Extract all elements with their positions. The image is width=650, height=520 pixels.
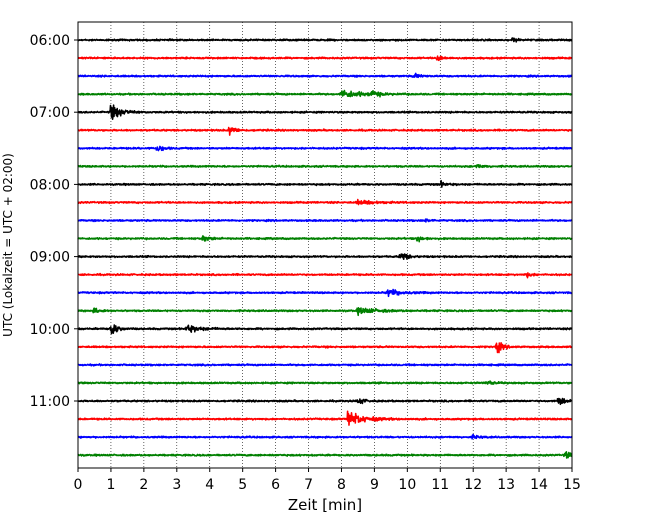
x-tick-label: 5 <box>238 477 247 493</box>
plot-frame <box>77 21 573 469</box>
trace-1015 <box>77 341 573 354</box>
x-tick-label: 3 <box>172 477 181 493</box>
x-tick-label: 6 <box>271 477 280 493</box>
trace-0615 <box>77 55 573 62</box>
x-tick-label: 10 <box>398 477 416 493</box>
trace-0700 <box>77 104 573 120</box>
trace-layer <box>77 37 573 459</box>
x-tick-label: 12 <box>464 477 482 493</box>
trace-0815 <box>77 198 573 206</box>
y-tick-label: 11:00 <box>30 394 70 410</box>
x-tick-label: 14 <box>530 477 548 493</box>
trace-0830 <box>77 218 573 223</box>
x-axis-title: Zeit [min] <box>288 496 362 514</box>
x-tick-label: 9 <box>370 477 379 493</box>
trace-1000 <box>77 324 573 335</box>
x-tick-label: 0 <box>74 477 83 493</box>
y-tick-label: 07:00 <box>30 105 70 121</box>
x-tick-label: 15 <box>563 477 581 493</box>
y-tick-label: 10:00 <box>30 322 70 338</box>
x-tick-label: 13 <box>497 477 515 493</box>
x-axis-ticks: 0 1 2 3 4 5 6 7 8 9 10 11 12 13 14 15 <box>74 468 581 493</box>
x-tick-label: 4 <box>205 477 214 493</box>
trace-1115 <box>77 410 573 426</box>
y-axis-ticks: 06:00 07:00 08:00 09:00 10:00 11:00 <box>30 33 78 410</box>
trace-1045 <box>77 380 573 385</box>
trace-0900 <box>77 253 573 261</box>
y-tick-label: 09:00 <box>30 250 70 266</box>
trace-0645 <box>77 89 573 98</box>
trace-0715 <box>77 126 573 136</box>
trace-1145 <box>77 451 573 459</box>
x-tick-label: 7 <box>304 477 313 493</box>
trace-0730 <box>77 145 573 152</box>
x-tick-label: 1 <box>106 477 115 493</box>
trace-0745 <box>77 164 573 169</box>
trace-0600 <box>77 37 573 43</box>
vertical-gridlines <box>110 22 540 468</box>
trace-0800 <box>77 179 573 188</box>
x-tick-label: 8 <box>337 477 346 493</box>
trace-0630 <box>77 72 573 79</box>
trace-1130 <box>77 433 573 440</box>
trace-0915 <box>77 272 573 279</box>
trace-0930 <box>77 288 573 298</box>
x-tick-label: 11 <box>431 477 449 493</box>
trace-0945 <box>77 306 573 317</box>
y-tick-label: 06:00 <box>30 33 70 49</box>
trace-1030 <box>77 363 573 367</box>
y-axis-title: UTC (Lokalzeit = UTC + 02:00) <box>1 153 15 337</box>
y-tick-label: 08:00 <box>30 177 70 193</box>
trace-0845 <box>77 235 573 243</box>
trace-1100 <box>77 397 573 406</box>
x-tick-label: 2 <box>139 477 148 493</box>
